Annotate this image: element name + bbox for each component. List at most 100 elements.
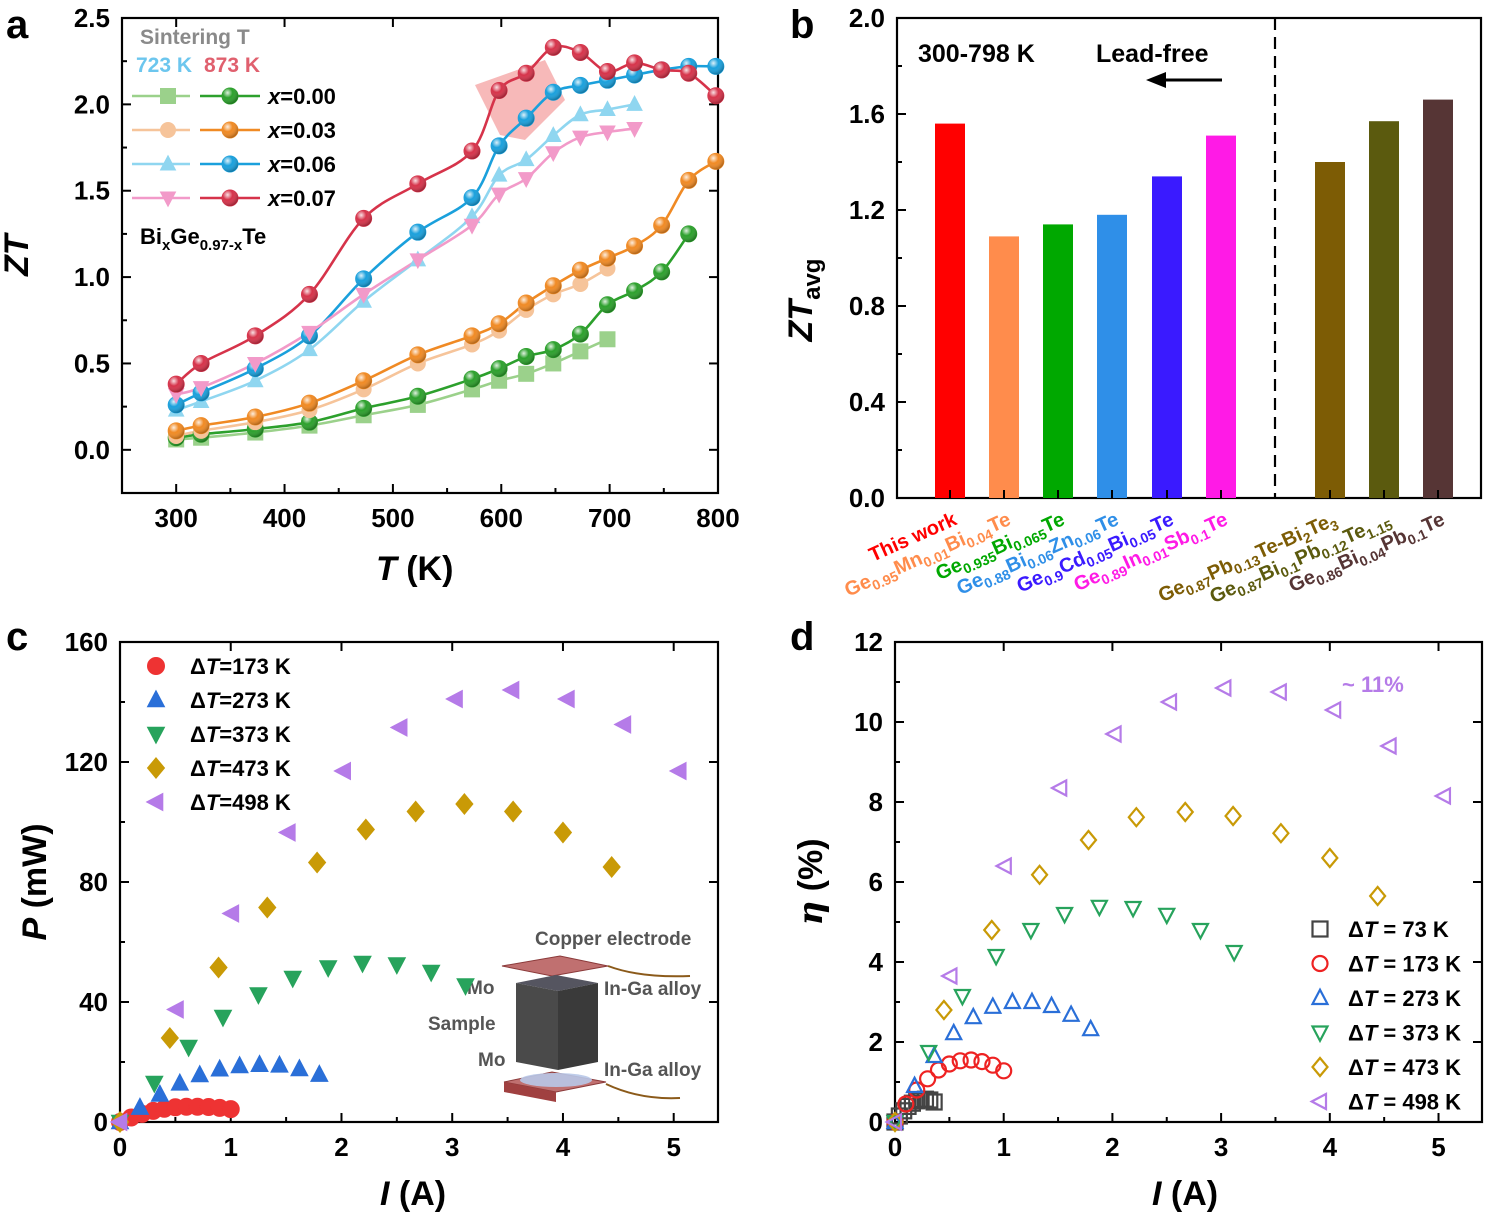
data-point	[626, 237, 644, 255]
data-point	[246, 371, 264, 388]
mo-bottom-label: Mo	[478, 1050, 505, 1071]
data-point	[598, 296, 616, 314]
x-tick-label: 4	[1323, 1132, 1338, 1162]
data-point	[221, 1100, 240, 1119]
data-point	[598, 249, 616, 267]
data-point	[518, 365, 535, 382]
legend-marker	[1309, 1092, 1328, 1111]
data-point	[1055, 906, 1074, 925]
data-point	[944, 1022, 964, 1041]
legend-label: ΔT=173 K	[190, 654, 291, 679]
data-point	[490, 315, 508, 333]
legend-label: ΔT = 373 K	[1348, 1021, 1461, 1046]
data-point	[250, 1054, 269, 1072]
data-point	[599, 100, 616, 117]
legend-873k: 873 K	[204, 54, 260, 77]
data-point	[355, 372, 373, 390]
y-tick-label: 80	[79, 867, 108, 897]
y-tick-label: 120	[65, 747, 108, 777]
sample-right-face	[558, 983, 598, 1070]
x-axis-title: T (K)	[376, 550, 453, 588]
y-tick-label: 2.0	[74, 89, 110, 119]
y-tick-label: 0.0	[849, 483, 885, 513]
data-point	[300, 285, 318, 303]
data-point	[387, 957, 407, 975]
data-point	[1271, 822, 1290, 844]
panel-label-c: c	[6, 615, 28, 659]
data-point	[1003, 991, 1022, 1010]
data-point	[940, 1055, 958, 1073]
legend-label: ΔT=498 K	[190, 790, 291, 815]
series-line	[175, 160, 717, 433]
y-tick-label: 160	[65, 627, 108, 657]
data-point	[409, 175, 427, 193]
inga-top-label: In-Ga alloy	[604, 979, 702, 1000]
data-point	[301, 325, 318, 342]
legend-label: ΔT = 498 K	[1348, 1090, 1461, 1115]
lead-free-label: Lead-free	[1096, 40, 1209, 68]
data-point	[490, 360, 508, 378]
legend-marker	[160, 88, 176, 104]
bar	[1315, 162, 1345, 498]
temperature-range-label: 300-798 K	[918, 40, 1035, 68]
data-point	[897, 1095, 915, 1113]
data-point	[160, 1027, 179, 1049]
legend-marker	[221, 155, 239, 173]
data-point	[884, 1112, 903, 1132]
data-point	[908, 1092, 926, 1110]
plot-frame	[118, 640, 720, 1124]
data-point	[409, 253, 427, 270]
data-point	[150, 1083, 170, 1102]
y-tick-label: 10	[854, 707, 883, 737]
y-tick-label: 1.2	[849, 195, 885, 225]
data-point	[613, 715, 632, 734]
x-tick-label: 300	[154, 503, 197, 533]
legend-label: x=0.03	[267, 118, 336, 143]
data-point	[192, 417, 210, 435]
plot-frame	[893, 640, 1484, 1124]
data-point	[517, 348, 535, 366]
data-point	[490, 165, 508, 182]
y-tick-label: 4	[869, 947, 884, 977]
data-point	[1269, 682, 1287, 702]
data-point	[246, 356, 264, 373]
data-point	[572, 105, 589, 122]
data-point	[1127, 806, 1146, 828]
data-point	[1157, 907, 1177, 926]
data-point	[230, 1055, 249, 1074]
data-point	[1433, 786, 1452, 806]
x-tick-label: 5	[1431, 1132, 1445, 1162]
bar	[1206, 135, 1236, 498]
data-point	[571, 76, 589, 94]
data-point	[389, 718, 408, 737]
x-tick-label: 3	[445, 1132, 459, 1162]
data-point	[307, 851, 327, 874]
data-point	[680, 64, 698, 82]
data-point	[277, 823, 296, 842]
data-point	[556, 689, 575, 709]
data-point	[626, 282, 644, 300]
legend-header: Sintering T	[140, 26, 250, 49]
data-point	[456, 978, 475, 996]
x-tick-label: 0	[888, 1132, 902, 1162]
data-point	[571, 261, 589, 279]
y-tick-label: 6	[869, 867, 883, 897]
data-point	[680, 171, 698, 189]
data-point	[409, 387, 427, 405]
x-tick-label: 1	[996, 1132, 1010, 1162]
data-point	[544, 83, 562, 101]
x-tick-label: 3	[1214, 1132, 1228, 1162]
y-tick-label: 8	[869, 787, 883, 817]
data-point	[1159, 692, 1178, 712]
sample-top-face	[516, 975, 598, 991]
data-point	[939, 966, 958, 986]
formula-label: BixGe0.97-xTe	[140, 224, 266, 254]
data-point	[707, 152, 725, 170]
data-point	[409, 346, 427, 364]
data-point	[445, 689, 463, 709]
data-point	[517, 64, 535, 82]
data-point	[1079, 829, 1098, 851]
data-point	[333, 761, 351, 781]
